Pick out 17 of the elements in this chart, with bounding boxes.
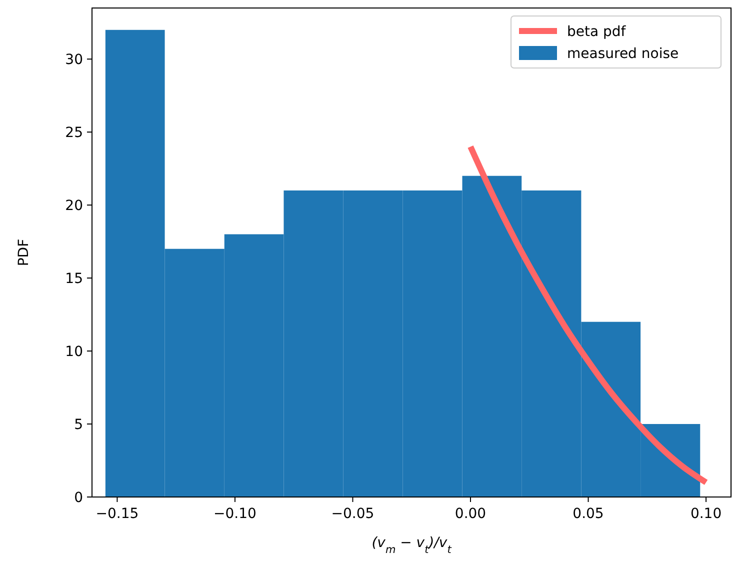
y-tick-label: 5 xyxy=(74,417,83,434)
y-tick-label: 25 xyxy=(65,125,83,142)
x-axis-title: (v$_{m}$ − v$_{t}$)/v$_{t}$ xyxy=(372,535,452,556)
x-tick-label: 0.00 xyxy=(454,506,486,522)
x-tick-label: −0.15 xyxy=(96,506,139,522)
y-axis-title: PDF xyxy=(16,238,32,266)
legend-label: beta pdf xyxy=(567,24,627,40)
y-tick-label: 10 xyxy=(65,344,83,360)
x-tick-label: −0.10 xyxy=(214,506,256,522)
y-tick-label: 20 xyxy=(65,198,83,214)
x-tick-label: 0.05 xyxy=(572,506,604,522)
y-tick-label: 0 xyxy=(74,490,83,506)
x-tick-label: 0.10 xyxy=(690,506,722,522)
y-tick-label: 30 xyxy=(65,52,83,68)
y-tick-label: 15 xyxy=(65,271,83,288)
x-tick-label: −0.05 xyxy=(331,506,374,522)
legend-label: measured noise xyxy=(567,46,679,62)
